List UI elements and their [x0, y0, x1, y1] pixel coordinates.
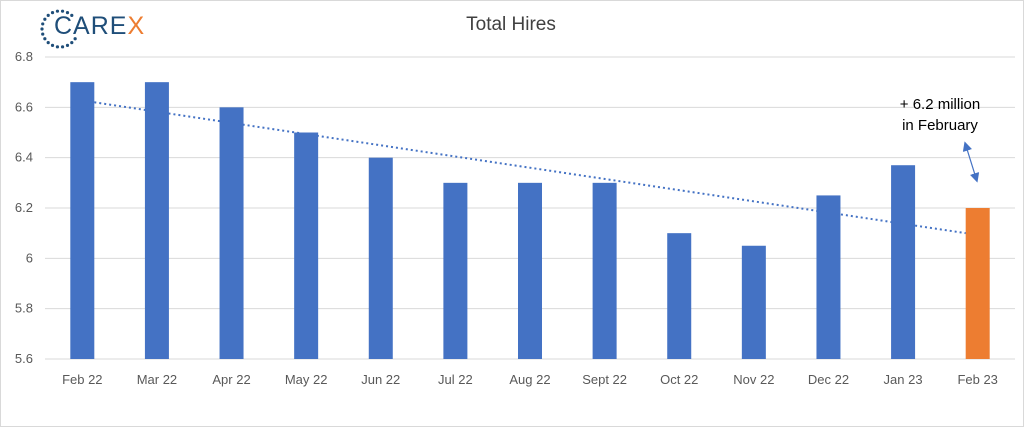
bar — [965, 208, 990, 359]
bar — [891, 165, 916, 359]
x-tick-label: May 22 — [285, 372, 328, 387]
x-tick-label: Feb 22 — [62, 372, 102, 387]
double-arrow-icon — [962, 141, 980, 183]
bar — [294, 132, 319, 359]
logo-text-main: CARE — [54, 12, 128, 40]
bar — [667, 233, 692, 359]
x-tick-label: Apr 22 — [212, 372, 250, 387]
logo-text-accent: X — [127, 12, 146, 40]
annotation-arrow — [962, 141, 980, 183]
bar — [144, 82, 169, 360]
logo-dot — [65, 43, 70, 47]
x-tick-label: Aug 22 — [509, 372, 550, 387]
x-tick-label: Jul 22 — [438, 372, 473, 387]
x-tick-label: Mar 22 — [137, 372, 177, 387]
y-tick-label: 5.6 — [15, 351, 33, 366]
y-axis-ticks: 5.6 5.8 6 6.2 6.4 6.6 6.8 — [15, 49, 33, 366]
annotation-line2: in February — [902, 117, 978, 134]
x-tick-label: Jan 23 — [884, 372, 923, 387]
logo-dot — [46, 13, 50, 17]
y-tick-label: 6.6 — [15, 99, 33, 114]
logo-dot — [50, 43, 55, 47]
logo-dot — [50, 11, 55, 15]
bar — [592, 182, 617, 359]
logo-dot — [70, 41, 74, 45]
chart-title: Total Hires — [466, 14, 556, 35]
y-tick-label: 6.8 — [15, 49, 33, 64]
logo-dot — [55, 45, 60, 49]
annotation-callout: + 6.2 million in February — [880, 94, 1000, 136]
bar — [70, 82, 95, 360]
x-tick-label: Feb 23 — [957, 372, 997, 387]
carex-logo — [38, 6, 148, 50]
logo-dot — [40, 27, 44, 31]
logo-dot — [43, 17, 47, 21]
y-tick-label: 6.4 — [15, 150, 33, 165]
y-tick-label: 6 — [26, 250, 33, 265]
bar — [443, 182, 468, 359]
logo-dot — [65, 11, 70, 15]
logo-text: CAREX — [54, 12, 145, 41]
bar — [518, 182, 542, 359]
y-tick-label: 6.2 — [15, 200, 33, 215]
x-tick-label: Oct 22 — [660, 372, 698, 387]
logo-dot — [43, 37, 47, 41]
x-tick-label: Nov 22 — [733, 372, 774, 387]
bar — [219, 107, 244, 359]
logo-dot — [55, 9, 60, 13]
logo-dot — [41, 32, 45, 36]
bar — [816, 195, 841, 359]
logo-dot — [70, 13, 74, 17]
logo-dot — [60, 9, 65, 13]
x-tick-label: Sept 22 — [582, 372, 627, 387]
x-tick-label: Dec 22 — [808, 372, 849, 387]
x-axis-ticks: Feb 22 Mar 22 Apr 22 May 22 Jun 22 Jul 22 Aug … — [62, 372, 998, 387]
bar — [741, 245, 766, 359]
y-tick-label: 5.8 — [15, 301, 33, 316]
annotation-line1: + 6.2 million — [899, 96, 981, 113]
logo-dot — [41, 22, 45, 26]
trendline — [94, 101, 966, 235]
x-tick-label: Jun 22 — [361, 372, 400, 387]
logo-dot — [73, 37, 77, 41]
logo-dot-ring-icon — [40, 9, 77, 49]
bar — [368, 157, 393, 359]
trendline-path — [94, 101, 966, 235]
bars — [70, 82, 990, 360]
logo-dot — [60, 45, 65, 49]
logo-dot — [46, 41, 50, 45]
